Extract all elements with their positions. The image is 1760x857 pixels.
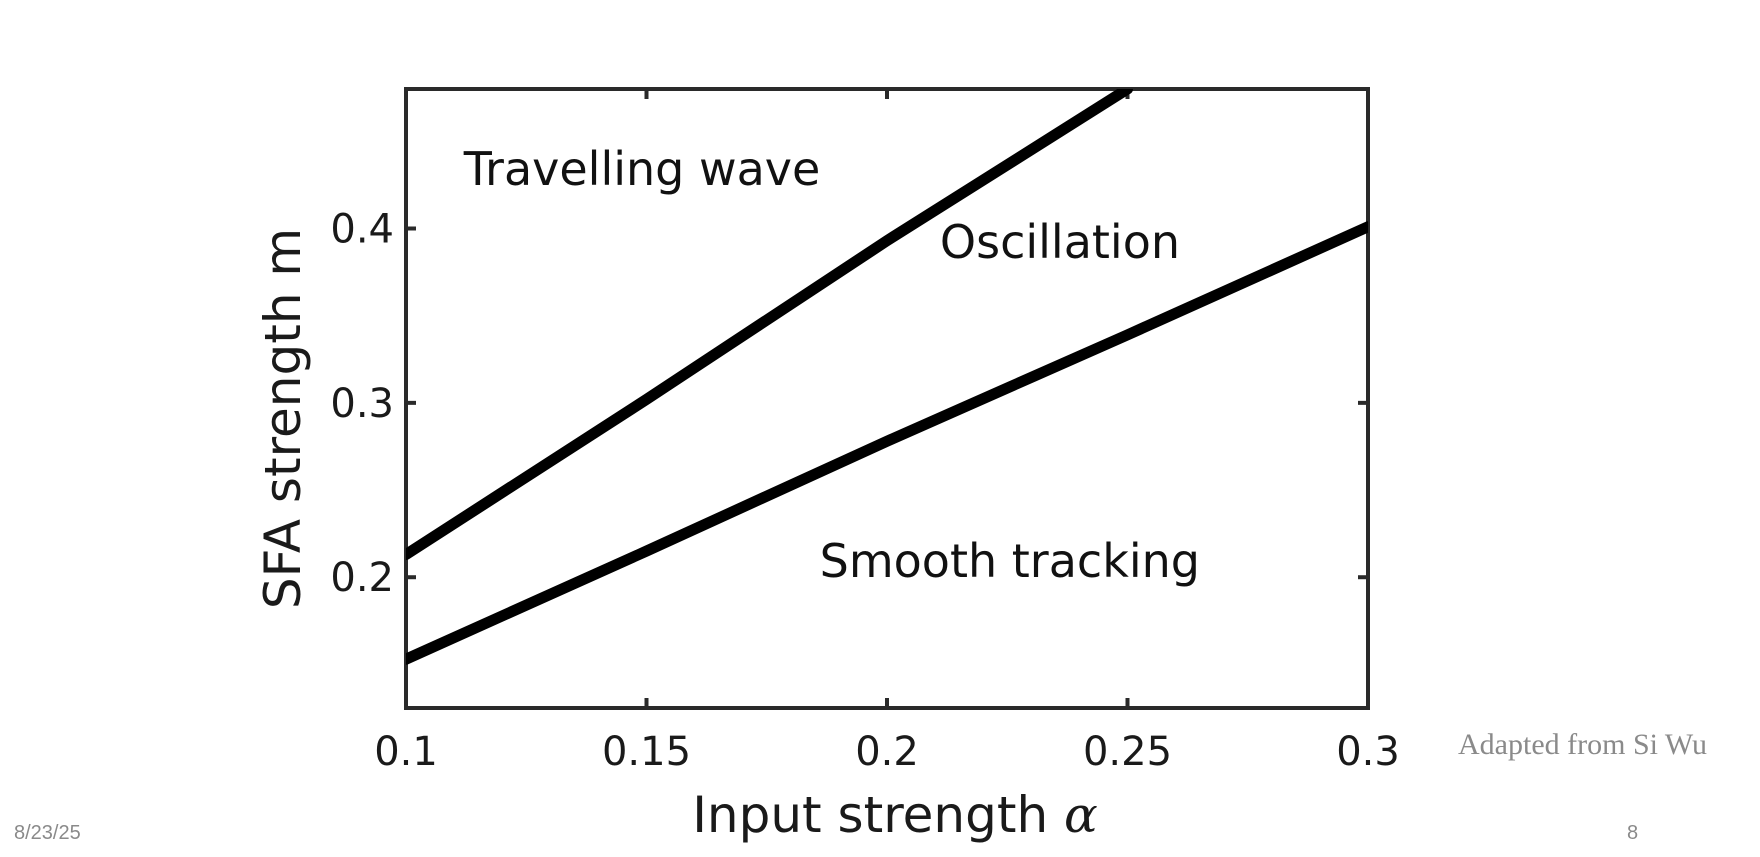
x-tick-label: 0.2 [855,729,919,775]
region-label: Oscillation [940,215,1180,269]
boundary-line-2 [406,221,1368,665]
y-tick-label: 0.3 [330,381,394,427]
footer-date: 8/23/25 [14,822,81,844]
x-axis-symbol: α [1064,786,1098,844]
x-axis-label: Input strength α [692,786,1098,844]
boundary-line-1 [406,89,1133,561]
y-tick-label: 0.4 [330,206,394,252]
x-tick-label: 0.3 [1336,729,1400,775]
region-label: Smooth tracking [820,534,1200,588]
credit-text: Adapted from Si Wu [1458,728,1708,761]
y-tick-label: 0.2 [330,555,394,601]
y-axis-label: SFA strength m [254,228,312,609]
x-tick-label: 0.15 [602,729,691,775]
page-number: 8 [1627,822,1639,844]
x-tick-label: 0.25 [1083,729,1172,775]
x-tick-label: 0.1 [374,729,438,775]
region-label: Travelling wave [463,142,821,196]
